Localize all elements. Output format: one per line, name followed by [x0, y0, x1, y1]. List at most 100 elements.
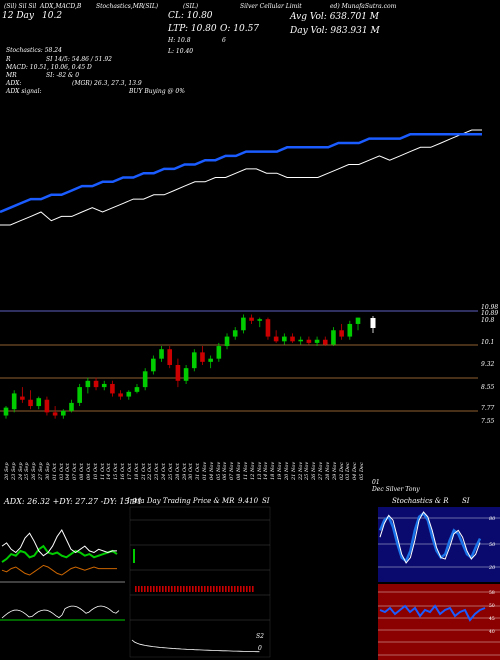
intraday-tick	[210, 586, 212, 592]
candle-body	[298, 339, 303, 342]
stoch-series-line	[378, 511, 482, 563]
x-date-label: 01 Nov	[201, 461, 208, 480]
intraday-tick	[189, 586, 191, 592]
x-date-label: 20 Nov	[283, 461, 290, 480]
si-r-label: R	[6, 56, 11, 63]
buy-signal: BUY Buying @ 0%	[129, 88, 185, 95]
candle-body	[61, 410, 66, 416]
intraday-tick	[180, 586, 182, 592]
candle-body	[3, 407, 9, 416]
x-date-label: 04 Nov	[208, 461, 215, 480]
ltp-label: LTP: 10.80	[168, 24, 217, 34]
x-date-label: 30 Oct	[188, 463, 195, 480]
adx-panel-title: ADX: 26.32 +DY: 27.27 -DY: 15.91	[4, 497, 143, 506]
header-line1-left: (Sil) Sil Sil	[4, 3, 37, 10]
x-date-label: 07 Oct	[72, 463, 79, 480]
candle-body	[347, 323, 353, 337]
x-date-label: 29 Oct	[181, 463, 188, 480]
intraday-tick	[153, 586, 155, 592]
adx-value: (MGR) 26.3, 27.3, 13.9	[72, 80, 142, 87]
intraday-tick	[222, 586, 224, 592]
day-volume: Day Vol: 983.931 M	[290, 26, 380, 36]
avg-volume: Avg Vol: 638.701 M	[290, 12, 379, 22]
close-label: CL: 10.80	[168, 11, 213, 21]
candle-body	[208, 358, 213, 362]
intraday-title: Intra Day Trading Price & MR	[127, 497, 235, 505]
candle-body	[322, 339, 328, 345]
date-extra-2: Dec Silver Tony	[372, 486, 420, 493]
x-date-label: 15 Oct	[113, 463, 120, 480]
candle-body	[118, 393, 123, 397]
candle-body	[110, 383, 115, 394]
x-date-label: 21 Oct	[140, 463, 147, 480]
high-extra: 6	[222, 37, 226, 44]
intraday-tick	[237, 586, 239, 592]
x-date-label: 27 Sep	[38, 462, 45, 480]
header-company: Silver Cellular Limit	[240, 3, 302, 10]
intraday-si: SI	[262, 497, 270, 505]
adx-series-line	[1, 529, 117, 557]
candle-body	[151, 358, 156, 372]
candle-body	[142, 371, 148, 388]
date-extra-1: 01	[372, 479, 380, 486]
stoch-y-tick: 80	[489, 516, 496, 522]
y-tick-label: 8.55	[481, 384, 495, 391]
intraday-tick	[198, 586, 200, 592]
candle-body	[159, 349, 164, 359]
low-label: L: 10.40	[168, 48, 194, 55]
x-date-label: 04 Oct	[65, 463, 72, 480]
candle-body	[93, 380, 99, 388]
header-code: (SIL)	[143, 3, 159, 10]
header-stoch: Stochastics,MR	[96, 3, 144, 10]
candle-body	[216, 346, 222, 359]
intraday-tick	[171, 586, 173, 592]
x-date-label: 04 Dec	[352, 462, 359, 480]
stoch-series-line	[379, 511, 481, 564]
candle-body	[241, 317, 246, 331]
candle-body	[249, 317, 254, 321]
intraday-tick	[174, 586, 176, 592]
x-date-label: 18 Nov	[270, 461, 277, 480]
candle-body	[44, 399, 50, 413]
x-date-label: 28 Nov	[324, 461, 331, 480]
intraday-tick	[207, 586, 209, 592]
candle-body	[265, 319, 271, 337]
x-date-label: 14 Oct	[106, 463, 113, 480]
intraday-tick	[195, 586, 197, 592]
rsi-y-tick: 50	[489, 603, 495, 609]
candle-body	[69, 402, 74, 411]
x-date-label: 25 Oct	[167, 463, 174, 480]
y-tick-label: 10.8	[481, 317, 495, 324]
stoch-panel-title: Stochastics & R	[392, 497, 449, 505]
x-date-label: 18 Oct	[133, 463, 140, 480]
x-date-label: 05 Nov	[215, 461, 222, 480]
y-tick-label: 9.32	[481, 361, 495, 368]
candle-body	[101, 383, 107, 388]
candle-body	[11, 393, 17, 410]
header-series: ADX,MACD,B	[40, 3, 82, 10]
x-date-label: 30 Sep	[44, 462, 51, 480]
candle-body	[126, 391, 132, 397]
x-date-label: 24 Sep	[17, 462, 24, 480]
intraday-tick	[246, 586, 248, 592]
intraday-tick	[204, 586, 206, 592]
si-value: SI 14/5: 54.86 / 51.92	[46, 56, 112, 63]
candle-body	[257, 319, 263, 321]
intraday-tick	[162, 586, 164, 592]
x-date-label: 26 Sep	[31, 462, 38, 480]
adx-label: ADX:	[6, 80, 22, 87]
intraday-tick	[186, 586, 188, 592]
x-date-label: 09 Oct	[85, 463, 92, 480]
candle-body	[290, 336, 295, 342]
candle-body	[200, 352, 205, 362]
intraday-tick	[177, 586, 179, 592]
intraday-tick	[249, 586, 251, 592]
intraday-tick	[183, 586, 185, 592]
intraday-tick	[135, 586, 137, 592]
intraday-tick	[138, 586, 140, 592]
adx-series-line	[1, 544, 118, 563]
x-date-label: 22 Oct	[147, 463, 154, 480]
candle-body	[28, 399, 33, 407]
x-date-label: 25 Sep	[24, 462, 31, 480]
